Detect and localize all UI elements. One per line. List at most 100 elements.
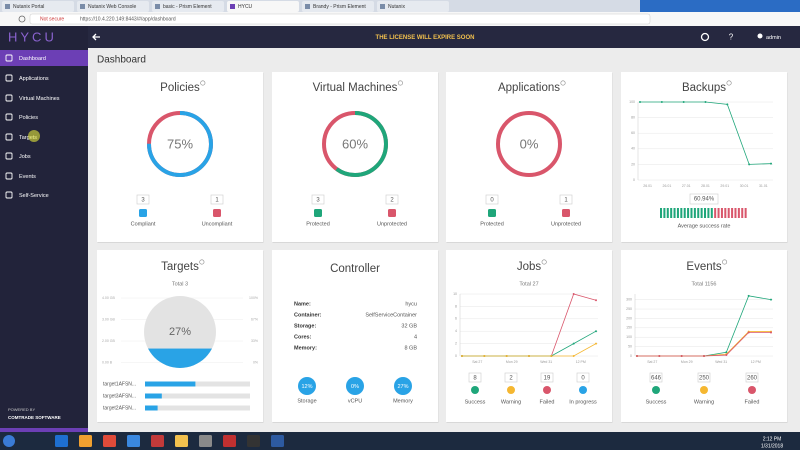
y-tick-label: 50: [628, 345, 632, 349]
x-tick-label: Mon 29: [681, 360, 693, 364]
menu-item-area[interactable]: [0, 168, 88, 184]
history-bar: [724, 208, 727, 218]
usage-bar: [145, 381, 196, 387]
usage-circle: [394, 377, 412, 395]
info-value: 4: [414, 334, 417, 340]
usage-label: Memory: [393, 398, 413, 404]
info-value: 8 GB: [404, 345, 417, 351]
y-tick-label: 200: [626, 316, 632, 320]
menu-item-area[interactable]: [0, 129, 88, 145]
menu-icon: [5, 191, 13, 199]
browser-tab[interactable]: [77, 1, 149, 12]
taskbar-app[interactable]: [55, 435, 68, 447]
stat-box: [210, 194, 224, 205]
browser-tab[interactable]: [152, 1, 224, 12]
browser-tab[interactable]: [377, 1, 449, 12]
menu-icon: [5, 113, 13, 121]
history-bar: [666, 208, 669, 218]
stat-value: 0: [581, 376, 585, 382]
x-tick-label: 27.01: [682, 184, 691, 188]
taskbar-app[interactable]: [151, 435, 164, 447]
user-icon[interactable]: [757, 33, 763, 39]
help-badge: [722, 259, 728, 265]
browser-tab[interactable]: [2, 1, 74, 12]
menu-icon: [5, 54, 13, 62]
menu-item-area[interactable]: [0, 109, 88, 125]
taskbar-app[interactable]: [247, 435, 260, 447]
stat-value: 260: [747, 376, 758, 382]
series-point: [572, 293, 575, 295]
menu-icon: [5, 172, 13, 180]
ring-value: 0%: [520, 136, 539, 151]
history-bar: [660, 208, 663, 218]
start-button[interactable]: [3, 435, 15, 447]
series-point: [770, 331, 772, 334]
history-bar: [697, 208, 700, 218]
stat-label: Failed: [540, 399, 555, 405]
menu-item: Virtual Machines: [19, 96, 60, 102]
browser-tab[interactable]: [227, 1, 299, 12]
stat-box: [745, 372, 759, 383]
x-tick-label: Wed 31: [540, 360, 552, 364]
y-tick-label: 4: [455, 329, 457, 333]
usage-track: [145, 405, 250, 411]
tab-title: Nutanix: [388, 4, 405, 10]
back-button[interactable]: [92, 33, 100, 41]
card-title: Jobs: [517, 261, 542, 273]
stat-icon: [388, 209, 396, 217]
series-point: [770, 298, 772, 301]
taskbar-app[interactable]: [175, 435, 188, 447]
browser-tab[interactable]: [302, 1, 374, 12]
company: COMTRADE SOFTWARE: [8, 415, 61, 420]
card-title: Virtual Machines: [313, 82, 398, 94]
y-tick-label: 250: [626, 307, 632, 311]
series-point: [748, 163, 751, 166]
stat-box: [540, 372, 554, 383]
stat-icon: [139, 209, 147, 217]
menu-item: Jobs: [19, 154, 31, 160]
menu-item-area[interactable]: [0, 148, 88, 164]
settings-icon[interactable]: [700, 32, 710, 42]
history-bar: [693, 208, 696, 218]
tab-icon: [380, 4, 385, 9]
gauge-value: 27%: [169, 326, 191, 338]
topbar: [0, 26, 800, 48]
stat-value: 646: [651, 376, 662, 382]
series-point: [505, 355, 508, 357]
info-label: Container:: [294, 312, 322, 318]
x-tick-label: 30.01: [740, 184, 749, 188]
usage-bar: [145, 405, 158, 411]
taskbar-app[interactable]: [271, 435, 284, 447]
taskbar-app[interactable]: [79, 435, 92, 447]
stat-label: Uncompliant: [202, 221, 233, 227]
reload-button[interactable]: [18, 15, 26, 23]
series-point: [595, 330, 597, 333]
gauge-fill: [144, 348, 216, 368]
tab-title: HYCU: [238, 4, 253, 10]
stat-icon: [507, 386, 515, 394]
card-title: Backups: [682, 82, 726, 94]
stat-label: Warning: [501, 399, 521, 405]
x-tick-label: 12 PM: [751, 360, 761, 364]
logo-area: [0, 26, 88, 48]
help-badge: [541, 259, 547, 265]
menu-item: Policies: [19, 115, 38, 121]
taskbar-app[interactable]: [127, 435, 140, 447]
series-point: [725, 351, 728, 354]
clock-time: 2:12 PM: [763, 436, 782, 442]
y-tick-label: 8: [455, 304, 457, 308]
taskbar-app[interactable]: [223, 435, 236, 447]
history-bar: [741, 208, 744, 218]
omnibox[interactable]: [29, 13, 651, 25]
usage-label: vCPU: [348, 398, 362, 404]
stat-value: 8: [473, 376, 477, 382]
usage-value: 0%: [351, 384, 359, 390]
stat-value: 3: [316, 198, 320, 204]
series-point: [704, 101, 707, 103]
taskbar-app[interactable]: [103, 435, 116, 447]
taskbar-app[interactable]: [199, 435, 212, 447]
info-value: SelfServiceContainer: [365, 312, 417, 318]
history-bar: [720, 208, 723, 218]
x-tick-label: 26.01: [663, 184, 672, 188]
